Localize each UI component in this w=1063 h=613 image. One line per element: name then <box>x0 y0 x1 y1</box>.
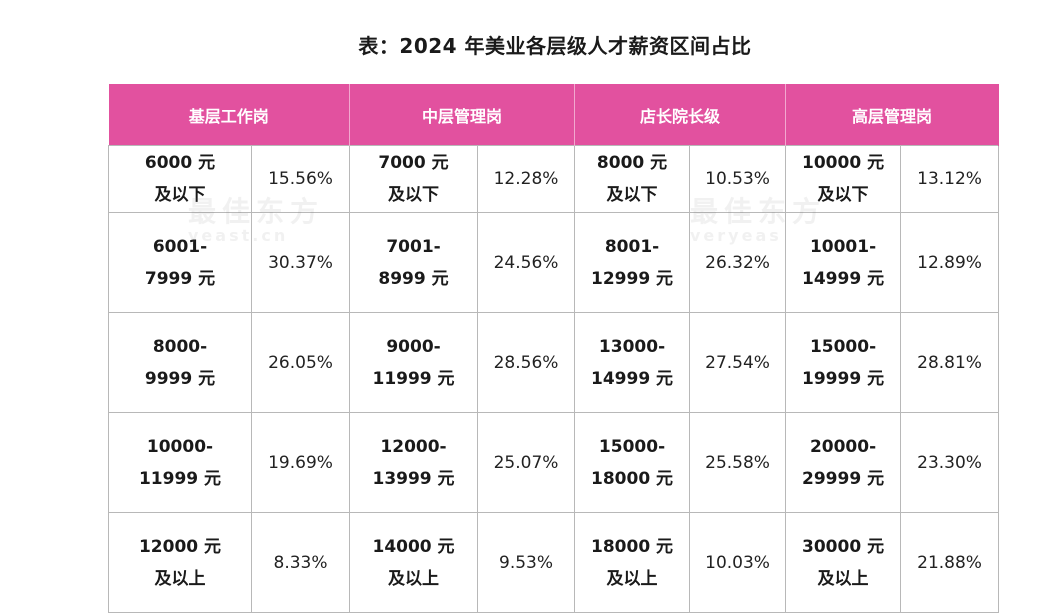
percentage-cell: 15.56% <box>250 145 351 213</box>
salary-range-cell: 30000 元及以上 <box>785 512 902 613</box>
header-entry-level: 基层工作岗 <box>108 84 351 146</box>
percentage-cell: 13.12% <box>900 145 1000 213</box>
salary-range-cell: 8000- 9999 元 <box>108 312 252 413</box>
percentage-cell: 19.69% <box>250 412 351 513</box>
percentage-cell: 27.54% <box>689 312 787 413</box>
salary-range-cell: 8001- 12999 元 <box>574 212 691 313</box>
table-row: 8000- 9999 元 26.05% 9000- 11999 元 28.56% 1… <box>108 312 1000 413</box>
table-row: 6001- 7999 元 30.37% 7001- 8999 元 24.56% 80… <box>108 212 1000 313</box>
salary-range-cell: 20000- 29999 元 <box>785 412 902 513</box>
percentage-cell: 10.53% <box>689 145 787 213</box>
salary-range-cell: 6001- 7999 元 <box>108 212 252 313</box>
percentage-cell: 12.28% <box>477 145 576 213</box>
percentage-cell: 9.53% <box>477 512 576 613</box>
table-title: 表：2024 年美业各层级人才薪资区间占比 <box>358 34 752 58</box>
percentage-cell: 26.32% <box>689 212 787 313</box>
percentage-cell: 30.37% <box>250 212 351 313</box>
salary-range-cell: 8000 元及以下 <box>574 145 691 213</box>
table-row: 12000 元及以上 8.33% 14000 元及以上 9.53% 18000 … <box>108 512 1000 613</box>
salary-range-cell: 10001- 14999 元 <box>785 212 902 313</box>
header-middle-management: 中层管理岗 <box>349 84 576 146</box>
percentage-cell: 21.88% <box>900 512 1000 613</box>
percentage-cell: 23.30% <box>900 412 1000 513</box>
salary-range-cell: 14000 元及以上 <box>349 512 479 613</box>
salary-range-cell: 15000- 18000 元 <box>574 412 691 513</box>
salary-range-cell: 10000 元及以下 <box>785 145 902 213</box>
salary-range-cell: 6000 元及以下 <box>108 145 252 213</box>
salary-range-cell: 10000- 11999 元 <box>108 412 252 513</box>
percentage-cell: 28.81% <box>900 312 1000 413</box>
header-store-manager: 店长院长级 <box>574 84 787 146</box>
header-senior-management: 高层管理岗 <box>785 84 1000 146</box>
salary-range-cell: 13000- 14999 元 <box>574 312 691 413</box>
header-row: 基层工作岗 中层管理岗 店长院长级 高层管理岗 <box>108 84 1000 146</box>
percentage-cell: 8.33% <box>250 512 351 613</box>
salary-range-cell: 15000- 19999 元 <box>785 312 902 413</box>
percentage-cell: 10.03% <box>689 512 787 613</box>
salary-range-cell: 7001- 8999 元 <box>349 212 479 313</box>
table-row: 10000- 11999 元 19.69% 12000- 13999 元 25.07… <box>108 412 1000 513</box>
salary-table: 基层工作岗 中层管理岗 店长院长级 高层管理岗 6000 元及以下 15.56%… <box>108 84 1000 613</box>
salary-range-cell: 9000- 11999 元 <box>349 312 479 413</box>
percentage-cell: 24.56% <box>477 212 576 313</box>
percentage-cell: 25.58% <box>689 412 787 513</box>
table-row: 6000 元及以下 15.56% 7000 元及以下 12.28% 8000 元… <box>108 145 1000 213</box>
percentage-cell: 26.05% <box>250 312 351 413</box>
salary-range-cell: 12000- 13999 元 <box>349 412 479 513</box>
percentage-cell: 25.07% <box>477 412 576 513</box>
percentage-cell: 28.56% <box>477 312 576 413</box>
percentage-cell: 12.89% <box>900 212 1000 313</box>
salary-range-cell: 7000 元及以下 <box>349 145 479 213</box>
salary-range-cell: 18000 元及以上 <box>574 512 691 613</box>
